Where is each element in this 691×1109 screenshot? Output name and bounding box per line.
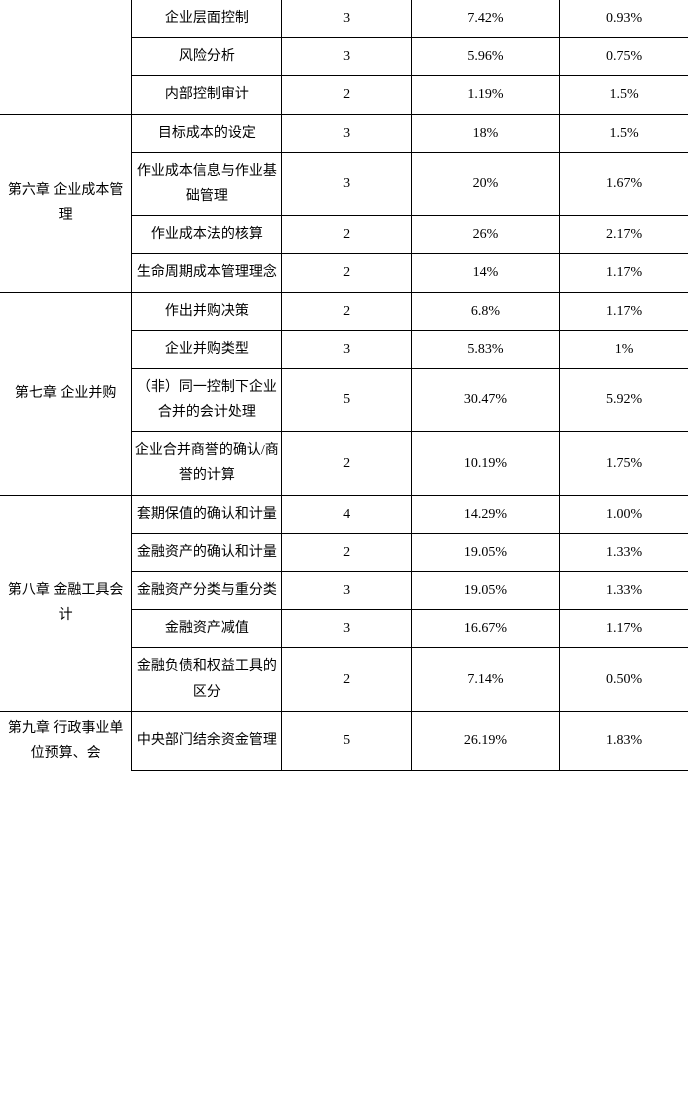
topic-cell: 金融资产分类与重分类 [132,572,282,610]
value-cell-3: 1.75% [560,432,688,495]
value-cell-1: 3 [282,572,411,610]
topic-cell: 金融负债和权益工具的区分 [132,648,282,711]
value-cell-2: 7.42% [411,0,559,38]
topic-cell: 风险分析 [132,38,282,76]
value-cell-3: 1% [560,330,688,368]
value-cell-3: 1.17% [560,292,688,330]
topic-cell: 企业合并商誉的确认/商誉的计算 [132,432,282,495]
value-cell-3: 1.17% [560,610,688,648]
value-cell-1: 2 [282,648,411,711]
value-cell-3: 1.67% [560,152,688,215]
chapter-cell: 第七章 企业并购 [0,292,132,495]
value-cell-2: 18% [411,114,559,152]
value-cell-2: 19.05% [411,572,559,610]
table-row: 第九章 行政事业单位预算、会中央部门结余资金管理526.19%1.83% [0,711,688,770]
value-cell-3: 0.50% [560,648,688,711]
value-cell-3: 1.17% [560,254,688,292]
value-cell-2: 10.19% [411,432,559,495]
value-cell-3: 1.33% [560,533,688,571]
table-row: 第七章 企业并购作出并购决策26.8%1.17% [0,292,688,330]
value-cell-2: 14% [411,254,559,292]
value-cell-3: 0.93% [560,0,688,38]
topic-cell: 生命周期成本管理理念 [132,254,282,292]
value-cell-2: 14.29% [411,495,559,533]
topic-cell: 作出并购决策 [132,292,282,330]
value-cell-2: 1.19% [411,76,559,114]
topic-cell: 内部控制审计 [132,76,282,114]
value-cell-1: 2 [282,254,411,292]
chapter-cell [0,0,132,114]
topic-cell: 企业并购类型 [132,330,282,368]
value-cell-1: 2 [282,292,411,330]
value-cell-3: 1.5% [560,76,688,114]
chapter-cell: 第八章 金融工具会计 [0,495,132,711]
chapter-cell: 第六章 企业成本管理 [0,114,132,292]
table-row: 第六章 企业成本管理目标成本的设定318%1.5% [0,114,688,152]
topic-cell: 企业层面控制 [132,0,282,38]
value-cell-1: 5 [282,711,411,770]
chapter-cell: 第九章 行政事业单位预算、会 [0,711,132,770]
value-cell-1: 3 [282,114,411,152]
topic-cell: 作业成本法的核算 [132,216,282,254]
value-cell-2: 7.14% [411,648,559,711]
value-cell-2: 16.67% [411,610,559,648]
syllabus-table: 企业层面控制37.42%0.93%风险分析35.96%0.75%内部控制审计21… [0,0,688,771]
value-cell-1: 4 [282,495,411,533]
value-cell-3: 1.00% [560,495,688,533]
topic-cell: 作业成本信息与作业基础管理 [132,152,282,215]
value-cell-1: 3 [282,0,411,38]
value-cell-2: 26.19% [411,711,559,770]
value-cell-1: 3 [282,610,411,648]
table-row: 企业层面控制37.42%0.93% [0,0,688,38]
value-cell-2: 26% [411,216,559,254]
value-cell-2: 19.05% [411,533,559,571]
value-cell-2: 5.83% [411,330,559,368]
value-cell-1: 5 [282,368,411,431]
value-cell-1: 3 [282,330,411,368]
value-cell-1: 3 [282,152,411,215]
value-cell-2: 6.8% [411,292,559,330]
value-cell-1: 2 [282,533,411,571]
value-cell-3: 5.92% [560,368,688,431]
value-cell-3: 1.5% [560,114,688,152]
value-cell-1: 2 [282,432,411,495]
value-cell-1: 2 [282,216,411,254]
topic-cell: 金融资产的确认和计量 [132,533,282,571]
value-cell-3: 2.17% [560,216,688,254]
value-cell-3: 1.33% [560,572,688,610]
topic-cell: 套期保值的确认和计量 [132,495,282,533]
value-cell-2: 5.96% [411,38,559,76]
value-cell-1: 2 [282,76,411,114]
value-cell-2: 30.47% [411,368,559,431]
value-cell-3: 0.75% [560,38,688,76]
value-cell-3: 1.83% [560,711,688,770]
table-row: 第八章 金融工具会计套期保值的确认和计量414.29%1.00% [0,495,688,533]
value-cell-2: 20% [411,152,559,215]
value-cell-1: 3 [282,38,411,76]
topic-cell: 中央部门结余资金管理 [132,711,282,770]
topic-cell: （非）同一控制下企业合并的会计处理 [132,368,282,431]
topic-cell: 金融资产减值 [132,610,282,648]
topic-cell: 目标成本的设定 [132,114,282,152]
